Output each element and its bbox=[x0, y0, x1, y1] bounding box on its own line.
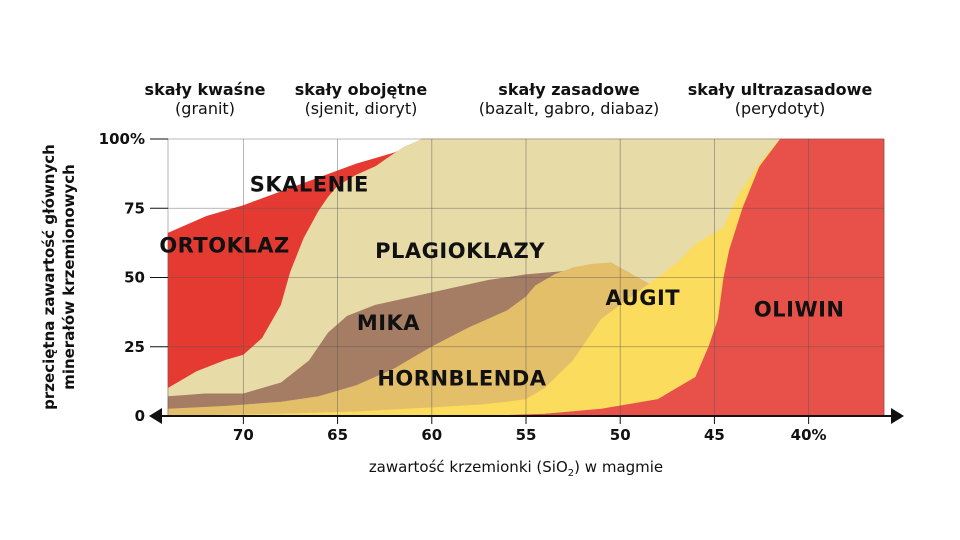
x-tick-label: 50 bbox=[610, 426, 631, 444]
x-tick-label: 55 bbox=[516, 426, 537, 444]
label-augit: AUGIT bbox=[606, 286, 681, 310]
label-hornblenda: HORNBLENDA bbox=[377, 367, 546, 391]
y-axis-title-line1: przeciętna zawartość głównych bbox=[40, 144, 58, 410]
rock-category-example: (granit) bbox=[175, 99, 235, 118]
y-tick-label: 25 bbox=[124, 338, 145, 356]
rock-category-headers: skały kwaśne(granit) skały obojętne(sjeni… bbox=[145, 80, 873, 118]
rock-category-name: skały kwaśne bbox=[145, 80, 266, 99]
rock-category-name: skały obojętne bbox=[295, 80, 428, 99]
rock-category-example: (bazalt, gabro, diabaz) bbox=[479, 99, 660, 118]
x-tick-label: 65 bbox=[327, 426, 348, 444]
x-tick-label: 70 bbox=[233, 426, 254, 444]
y-tick-label: 75 bbox=[124, 199, 145, 217]
rock-category-name: skały ultrazasadowe bbox=[688, 80, 873, 99]
rock-category-name: skały zasadowe bbox=[498, 80, 640, 99]
label-plagioklazy: PLAGIOKLAZY bbox=[375, 239, 545, 263]
x-tick-label: 45 bbox=[704, 426, 725, 444]
x-axis-title-tail: ) w magmie bbox=[574, 458, 663, 476]
axes: 0 25 50 75 100% 70 65 60 55 50 45 40% bbox=[99, 130, 904, 444]
label-skalenie: SKALENIE bbox=[250, 173, 369, 197]
y-tick-label: 0 bbox=[135, 407, 145, 425]
x-axis-title: zawartość krzemionki (SiO2) w magmie bbox=[369, 458, 663, 479]
x-axis-title-subscript: 2 bbox=[568, 468, 574, 479]
x-tick-label: 60 bbox=[421, 426, 442, 444]
y-axis-title-line2: minerałów krzemionowych bbox=[60, 164, 78, 390]
rock-category-example: (sjenit, dioryt) bbox=[305, 99, 418, 118]
x-axis-arrow-right bbox=[891, 408, 904, 424]
label-mika: MIKA bbox=[357, 311, 420, 335]
x-axis-title-main: zawartość krzemionki (SiO bbox=[369, 458, 568, 476]
x-tick-label: 40% bbox=[791, 426, 827, 444]
mineral-labels: SKALENIE ORTOKLAZ PLAGIOKLAZY MIKA HORNBLEND… bbox=[159, 173, 844, 391]
y-tick-label: 100% bbox=[99, 130, 145, 148]
label-oliwin: OLIWIN bbox=[754, 297, 845, 321]
y-tick-label: 50 bbox=[124, 269, 145, 287]
rock-category-example: (perydotyt) bbox=[735, 99, 826, 118]
label-ortoklaz: ORTOKLAZ bbox=[159, 234, 289, 258]
